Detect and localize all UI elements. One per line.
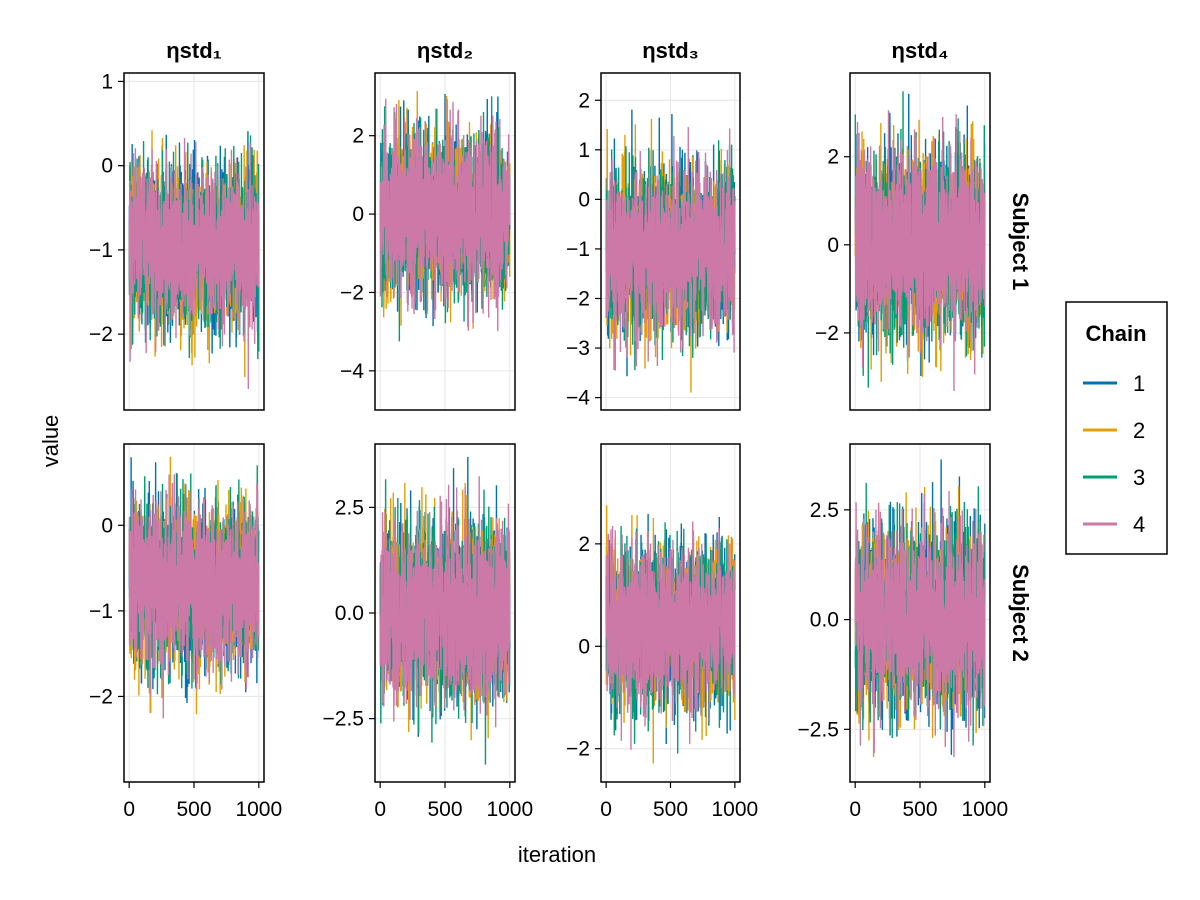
row-label-1: Subject 1 xyxy=(1008,193,1033,291)
trace-chain-4 xyxy=(128,474,260,719)
column-title-4: ηstd₄ xyxy=(892,38,949,63)
y-axis-label: value xyxy=(38,415,63,468)
trace-chain-4 xyxy=(854,110,986,392)
x-tick-label: 0 xyxy=(374,798,386,821)
panel-frame xyxy=(849,72,991,411)
y-tick-label: 1 xyxy=(101,70,113,93)
panel-1-3: −4 −3 −2 −1 0 1 2 xyxy=(566,72,741,411)
x-tick-label: 500 xyxy=(653,798,688,821)
trace-lines xyxy=(854,91,986,392)
x-tick-label: 0 xyxy=(849,798,861,821)
trace-chain-4 xyxy=(605,127,736,371)
legend-label-4: 4 xyxy=(1133,512,1145,537)
panel-2-2: −2.5 0.0 2.5 0 500 1000 xyxy=(323,443,533,821)
legend-frame xyxy=(1065,301,1168,555)
x-tick-label: 0 xyxy=(123,798,135,821)
column-title-1: ηstd₁ xyxy=(166,38,222,63)
x-tick-label: 1000 xyxy=(961,798,1008,821)
trace-chain-4 xyxy=(605,521,736,750)
y-tick-label: 0 xyxy=(101,514,113,537)
panel-2-3: −2 0 2 0 500 1000 xyxy=(566,443,758,821)
y-tick-label: 0 xyxy=(827,234,839,257)
y-tick-label: −2 xyxy=(566,287,590,310)
y-tick-label: 0.0 xyxy=(335,602,364,625)
y-tick-label: 2 xyxy=(352,125,364,148)
y-tick-label: −2 xyxy=(89,323,113,346)
legend-label-2: 2 xyxy=(1133,418,1145,443)
y-tick-label: 2 xyxy=(578,533,590,556)
y-tick-label: 0 xyxy=(352,203,364,226)
panel-1-4: −2 0 2 xyxy=(815,72,991,411)
y-tick-label: 2 xyxy=(578,89,590,112)
legend-label-1: 1 xyxy=(1133,371,1145,396)
y-tick-label: −1 xyxy=(89,600,113,623)
trace-lines xyxy=(854,459,986,758)
panel-2-1: −2 −1 0 0 500 1000 xyxy=(89,443,282,821)
y-tick-label: 2.5 xyxy=(335,496,364,519)
trace-chain-4 xyxy=(128,138,260,389)
panel-frame xyxy=(123,72,265,411)
x-tick-label: 1000 xyxy=(486,798,533,821)
y-tick-label: 2 xyxy=(827,146,839,169)
row-labels: Subject 1 Subject 2 xyxy=(1008,193,1033,662)
x-axis-label: iteration xyxy=(518,842,596,867)
column-title-2: ηstd₂ xyxy=(417,38,473,63)
x-tick-label: 1000 xyxy=(235,798,282,821)
trace-lines xyxy=(605,505,736,764)
y-tick-label: −2 xyxy=(89,685,113,708)
trace-chain-4 xyxy=(379,476,511,728)
y-tick-label: 0 xyxy=(101,155,113,178)
y-tick-label: 1 xyxy=(578,139,590,162)
column-title-3: ηstd₃ xyxy=(642,38,699,63)
y-tick-label: 0.0 xyxy=(810,609,839,632)
panels-layer: −2 −1 0 1 −4 −2 0 2 −4 −3 −2 −1 0 1 2 −2 0 2 −2 −1 0 0 500 1000… xyxy=(89,70,1008,821)
x-tick-label: 1000 xyxy=(711,798,758,821)
y-tick-label: −2.5 xyxy=(323,708,364,731)
trace-lines xyxy=(379,456,511,765)
trace-lines xyxy=(605,109,736,393)
panel-1-2: −4 −2 0 2 xyxy=(340,72,516,411)
panel-1-1: −2 −1 0 1 xyxy=(89,70,265,411)
panel-frame xyxy=(600,72,741,411)
legend-label-3: 3 xyxy=(1133,465,1145,490)
trace-lines xyxy=(379,91,511,342)
y-tick-label: 0 xyxy=(578,188,590,211)
panel-frame xyxy=(374,72,516,411)
y-tick-label: −2 xyxy=(815,322,839,345)
x-tick-label: 500 xyxy=(427,798,462,821)
legend: Chain 1 2 3 4 xyxy=(1065,301,1168,555)
y-tick-label: 2.5 xyxy=(810,499,839,522)
x-tick-label: 500 xyxy=(176,798,211,821)
y-tick-label: −3 xyxy=(566,337,590,360)
x-tick-label: 0 xyxy=(600,798,612,821)
y-tick-label: −4 xyxy=(566,387,590,410)
legend-title: Chain xyxy=(1085,321,1146,346)
x-tick-label: 500 xyxy=(902,798,937,821)
y-tick-label: −1 xyxy=(566,238,590,261)
y-tick-label: 0 xyxy=(578,635,590,658)
y-tick-label: −1 xyxy=(89,239,113,262)
trace-chain-4 xyxy=(379,98,511,332)
y-tick-label: −2 xyxy=(566,738,590,761)
trace-chain-4 xyxy=(854,490,986,758)
y-tick-label: −4 xyxy=(340,360,364,383)
y-tick-label: −2 xyxy=(340,281,364,304)
column-titles: ηstd₁ ηstd₂ ηstd₃ ηstd₄ xyxy=(166,38,948,63)
legend-entries: 1 2 3 4 xyxy=(1083,371,1145,537)
row-label-2: Subject 2 xyxy=(1008,564,1033,662)
trace-lines xyxy=(128,456,260,719)
panel-2-4: −2.5 0.0 2.5 0 500 1000 xyxy=(798,443,1008,821)
trace-lines xyxy=(128,130,260,389)
y-tick-label: −2.5 xyxy=(798,718,839,741)
